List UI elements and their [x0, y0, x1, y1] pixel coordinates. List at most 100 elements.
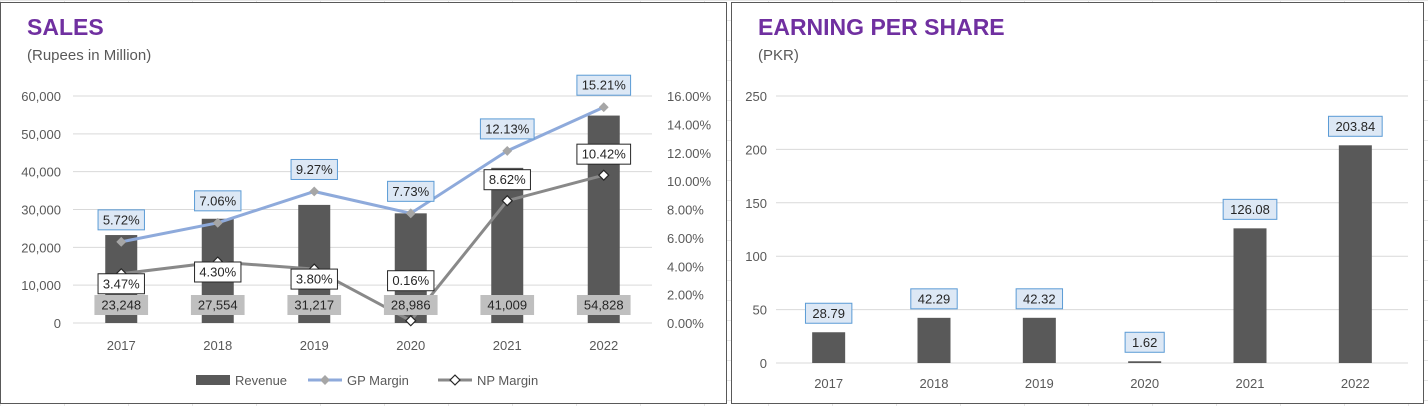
- gp-margin-marker: [116, 236, 127, 247]
- sales-y2-tick-label: 14.00%: [667, 117, 712, 132]
- revenue-data-label: 28,986: [391, 298, 431, 313]
- np-margin-data-label: 4.30%: [199, 264, 236, 279]
- legend-np-margin-marker: [449, 374, 461, 386]
- sales-y2-tick-label: 6.00%: [667, 231, 704, 246]
- sales-x-tick-label: 2018: [203, 338, 232, 353]
- gp-margin-data-label-box: [576, 74, 632, 96]
- eps-bar: [1233, 228, 1267, 363]
- sales-chart-panel[interactable]: SALES (Rupees in Million) 0 10,000 20,000 3…: [0, 2, 727, 404]
- sales-y-tick-label: 30,000: [21, 203, 61, 218]
- eps-y-tick-label: 0: [760, 356, 767, 371]
- eps-bar: [1128, 361, 1162, 363]
- revenue-data-label: 54,828: [584, 298, 624, 313]
- gp-margin-data-label-box: [479, 118, 535, 140]
- eps-data-label-box: [1015, 288, 1064, 310]
- gp-margin-marker: [502, 145, 513, 156]
- eps-bar: [812, 332, 846, 363]
- eps-y-tick-label: 100: [745, 249, 767, 264]
- sales-y2-tick-label: 2.00%: [667, 288, 704, 303]
- sales-y2-tick-label: 0.00%: [667, 316, 704, 331]
- gp-margin-data-label-box: [97, 209, 145, 231]
- eps-data-label: 42.32: [1023, 291, 1056, 306]
- legend-revenue-label: Revenue: [235, 373, 287, 388]
- sales-x-tick-label: 2020: [396, 338, 425, 353]
- sales-chart-subtitle: (Rupees in Million): [27, 47, 152, 64]
- np-margin-marker: [501, 194, 514, 207]
- sales-y-tick-label: 40,000: [21, 165, 61, 180]
- eps-x-tick-label: 2020: [1130, 376, 1159, 391]
- eps-data-label-box: [910, 288, 958, 310]
- gp-margin-data-label: 12.13%: [485, 121, 530, 136]
- gp-margin-data-label: 15.21%: [582, 78, 627, 93]
- gp-margin-marker: [309, 186, 320, 197]
- sales-y2-tick-label: 4.00%: [667, 259, 704, 274]
- gp-margin-marker: [598, 102, 609, 113]
- sales-x-tick-label: 2021: [493, 338, 522, 353]
- sales-chart-title: SALES: [27, 14, 104, 40]
- revenue-data-label: 31,217: [294, 298, 334, 313]
- np-margin-data-label: 3.47%: [103, 276, 140, 291]
- eps-chart-subtitle: (PKR): [758, 47, 799, 64]
- eps-y-tick-label: 250: [745, 89, 767, 104]
- revenue-data-label-box: [576, 295, 631, 315]
- gp-margin-data-label-box: [387, 180, 435, 202]
- gp-margin-data-label: 7.73%: [392, 184, 429, 199]
- eps-data-label: 28.79: [812, 306, 845, 321]
- sales-x-tick-label: 2017: [107, 338, 136, 353]
- np-margin-data-label-box: [387, 270, 435, 292]
- eps-y-tick-label: 50: [753, 303, 767, 318]
- np-margin-data-label-box: [483, 169, 531, 191]
- revenue-data-label-box: [190, 295, 245, 315]
- np-margin-data-label-box: [97, 273, 145, 295]
- sales-y-tick-label: 60,000: [21, 89, 61, 104]
- eps-chart-panel[interactable]: EARNING PER SHARE (PKR) 0 50 100 150 200 250 2…: [731, 2, 1424, 404]
- eps-chart-title: EARNING PER SHARE: [758, 14, 1005, 40]
- np-margin-data-label: 10.42%: [582, 147, 627, 162]
- sales-y-tick-label: 20,000: [21, 240, 61, 255]
- sales-y2-tick-label: 10.00%: [667, 174, 712, 189]
- sales-y2-tick-label: 8.00%: [667, 203, 704, 218]
- eps-y-tick-label: 150: [745, 196, 767, 211]
- eps-bar: [1338, 145, 1372, 363]
- np-margin-data-label: 8.62%: [489, 172, 526, 187]
- gp-margin-marker: [212, 217, 223, 228]
- np-margin-marker: [404, 314, 417, 327]
- eps-data-label: 1.62: [1132, 335, 1157, 350]
- eps-x-tick-label: 2018: [920, 376, 949, 391]
- sales-chart-plot: 0 10,000 20,000 30,000 40,000 50,000 60,000 0.0…: [21, 74, 712, 388]
- gp-margin-data-label: 5.72%: [103, 212, 140, 227]
- np-margin-data-label: 3.80%: [296, 272, 333, 287]
- np-margin-data-label-box: [290, 268, 338, 290]
- eps-bar: [917, 317, 951, 363]
- revenue-data-label: 27,554: [198, 298, 238, 313]
- gp-margin-marker: [405, 208, 416, 219]
- eps-chart-plot: 0 50 100 150 200 250 28.79 42.29 42.32 1.62 126.08…: [745, 89, 1408, 391]
- eps-data-label-box: [1124, 331, 1165, 353]
- np-margin-data-label-box: [194, 261, 242, 283]
- eps-x-tick-label: 2022: [1341, 376, 1370, 391]
- sales-y-tick-label: 50,000: [21, 127, 61, 142]
- revenue-data-label: 23,248: [101, 298, 141, 313]
- gp-margin-data-label: 9.27%: [296, 162, 333, 177]
- legend-gp-margin-label: GP Margin: [347, 373, 409, 388]
- sales-y2-tick-label: 12.00%: [667, 146, 712, 161]
- np-margin-marker: [597, 169, 610, 181]
- sales-y-tick-label: 10,000: [21, 278, 61, 293]
- revenue-data-label: 41,009: [487, 298, 527, 313]
- revenue-data-label-box: [94, 295, 149, 315]
- eps-data-label: 126.08: [1230, 202, 1270, 217]
- sales-y-tick-label: 0: [54, 316, 61, 331]
- revenue-data-label-box: [480, 295, 535, 315]
- revenue-data-label-box: [287, 295, 342, 315]
- legend-revenue-swatch: [196, 375, 230, 385]
- sales-y2-tick-label: 16.00%: [667, 89, 712, 104]
- np-margin-data-label: 0.16%: [392, 273, 429, 288]
- eps-x-tick-label: 2019: [1025, 376, 1054, 391]
- gp-margin-line: [120, 105, 605, 244]
- eps-x-tick-label: 2017: [814, 376, 843, 391]
- gp-margin-data-label-box: [194, 190, 242, 212]
- revenue-data-label-box: [383, 295, 438, 315]
- sales-x-tick-label: 2019: [300, 338, 329, 353]
- sales-x-tick-label: 2022: [589, 338, 618, 353]
- eps-data-label-box: [1327, 115, 1383, 137]
